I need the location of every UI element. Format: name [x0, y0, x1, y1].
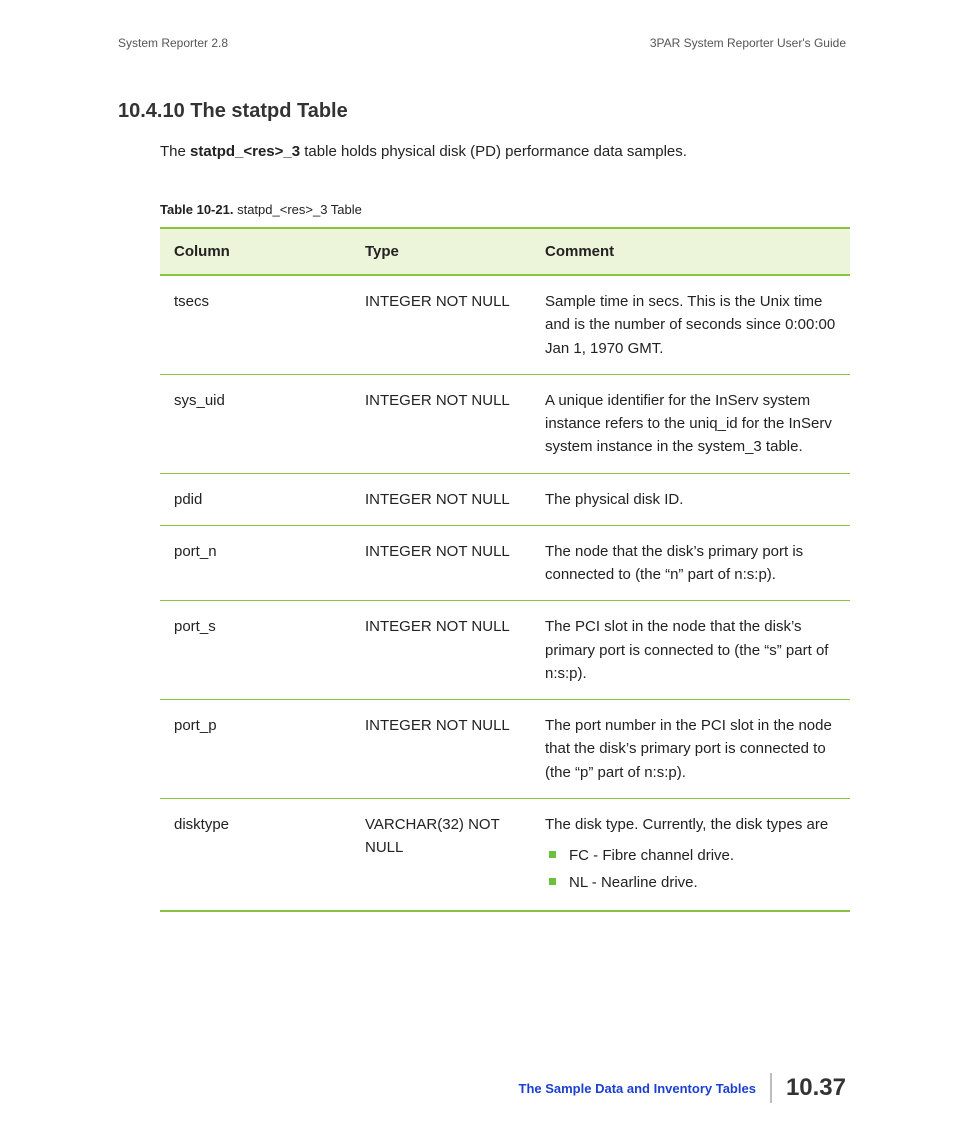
page-footer: The Sample Data and Inventory Tables 10.… — [519, 1073, 847, 1103]
th-column: Column — [160, 228, 355, 275]
table-row: port_pINTEGER NOT NULLThe port number in… — [160, 700, 850, 799]
cell-comment: A unique identifier for the InServ syste… — [535, 374, 850, 473]
cell-comment: Sample time in secs. This is the Unix ti… — [535, 275, 850, 374]
cell-comment: The physical disk ID. — [535, 473, 850, 525]
cell-column: port_s — [160, 601, 355, 700]
footer-page-number: 10.37 — [786, 1074, 846, 1102]
bullet-list: FC - Fibre channel drive.NL - Nearline d… — [545, 842, 840, 896]
intro-pre: The — [160, 143, 190, 160]
intro-post: table holds physical disk (PD) performan… — [300, 143, 687, 160]
header-right: 3PAR System Reporter User's Guide — [650, 36, 846, 50]
document-page: System Reporter 2.8 3PAR System Reporter… — [0, 0, 954, 1145]
table-caption: Table 10-21. statpd_<res>_3 Table — [160, 202, 846, 217]
cell-type: INTEGER NOT NULL — [355, 525, 535, 601]
cell-type: INTEGER NOT NULL — [355, 275, 535, 374]
table-caption-bold: Table 10-21. — [160, 202, 237, 217]
statpd-table: Column Type Comment tsecsINTEGER NOT NUL… — [160, 227, 850, 912]
table-caption-rest: statpd_<res>_3 Table — [237, 202, 362, 217]
footer-link[interactable]: The Sample Data and Inventory Tables — [519, 1081, 770, 1096]
intro-paragraph: The statpd_<res>_3 table holds physical … — [160, 141, 846, 162]
cell-type: INTEGER NOT NULL — [355, 601, 535, 700]
cell-comment-text: The PCI slot in the node that the disk’s… — [545, 618, 828, 682]
cell-type: INTEGER NOT NULL — [355, 473, 535, 525]
bullet-item: NL - Nearline drive. — [545, 869, 840, 896]
cell-column: sys_uid — [160, 374, 355, 473]
footer-separator — [770, 1073, 772, 1103]
cell-comment: The node that the disk’s primary port is… — [535, 525, 850, 601]
cell-comment-text: Sample time in secs. This is the Unix ti… — [545, 293, 835, 357]
section-title-text: The statpd Table — [190, 100, 347, 122]
cell-comment: The PCI slot in the node that the disk’s… — [535, 601, 850, 700]
header-left: System Reporter 2.8 — [118, 36, 228, 50]
section-number: 10.4.10 — [118, 100, 185, 122]
cell-comment-text: The port number in the PCI slot in the n… — [545, 717, 832, 781]
cell-column: port_n — [160, 525, 355, 601]
cell-column: port_p — [160, 700, 355, 799]
cell-comment-text: The physical disk ID. — [545, 491, 683, 508]
cell-column: disktype — [160, 798, 355, 911]
cell-column: tsecs — [160, 275, 355, 374]
cell-type: VARCHAR(32) NOT NULL — [355, 798, 535, 911]
cell-column: pdid — [160, 473, 355, 525]
cell-comment-text: The disk type. Currently, the disk types… — [545, 816, 828, 833]
table-row: port_nINTEGER NOT NULLThe node that the … — [160, 525, 850, 601]
table-row: disktypeVARCHAR(32) NOT NULL The disk typ… — [160, 798, 850, 911]
bullet-item: FC - Fibre channel drive. — [545, 842, 840, 869]
th-type: Type — [355, 228, 535, 275]
cell-comment-text: A unique identifier for the InServ syste… — [545, 392, 832, 456]
table-row: port_sINTEGER NOT NULLThe PCI slot in th… — [160, 601, 850, 700]
table-row: sys_uidINTEGER NOT NULLA unique identifi… — [160, 374, 850, 473]
section-title: 10.4.10 The statpd Table — [118, 100, 846, 123]
cell-type: INTEGER NOT NULL — [355, 374, 535, 473]
intro-bold: statpd_<res>_3 — [190, 143, 300, 160]
page-header: System Reporter 2.8 3PAR System Reporter… — [118, 36, 846, 50]
table-header-row: Column Type Comment — [160, 228, 850, 275]
cell-comment-text: The node that the disk’s primary port is… — [545, 543, 803, 583]
table-body: tsecsINTEGER NOT NULLSample time in secs… — [160, 275, 850, 911]
table-row: pdidINTEGER NOT NULL The physical disk ID… — [160, 473, 850, 525]
th-comment: Comment — [535, 228, 850, 275]
cell-comment: The port number in the PCI slot in the n… — [535, 700, 850, 799]
table-row: tsecsINTEGER NOT NULLSample time in secs… — [160, 275, 850, 374]
cell-type: INTEGER NOT NULL — [355, 700, 535, 799]
cell-comment: The disk type. Currently, the disk types… — [535, 798, 850, 911]
